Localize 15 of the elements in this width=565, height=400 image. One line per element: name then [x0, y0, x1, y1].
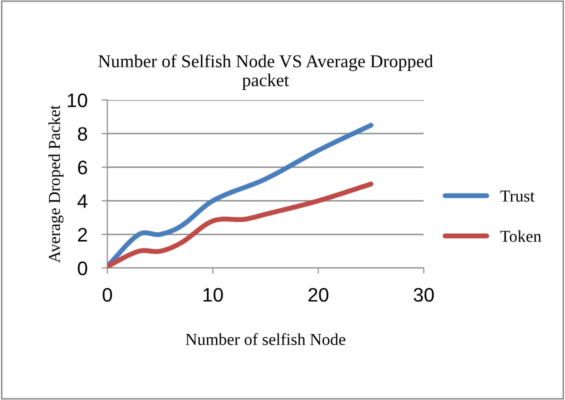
chart-title: Number of Selfish Node VS Average Dropped packet [98, 54, 433, 90]
legend-label: Token [500, 230, 542, 242]
y-axis-title: Average Droped Packet [48, 105, 64, 263]
legend-label: Trust [500, 190, 535, 202]
x-tick-label: 10 [203, 288, 223, 302]
x-tick-label: 30 [414, 288, 434, 302]
x-tick-label: 20 [308, 288, 328, 302]
y-tick-label: 0 [78, 261, 88, 276]
x-axis-title: Number of selfish Node [186, 333, 346, 346]
y-tick-label: 8 [78, 127, 88, 141]
y-tick-label: 10 [68, 93, 88, 108]
x-tick-label: 0 [102, 288, 112, 302]
y-tick-label: 4 [78, 194, 88, 208]
y-tick-label: 6 [78, 160, 88, 174]
y-tick-label: 2 [78, 228, 87, 242]
